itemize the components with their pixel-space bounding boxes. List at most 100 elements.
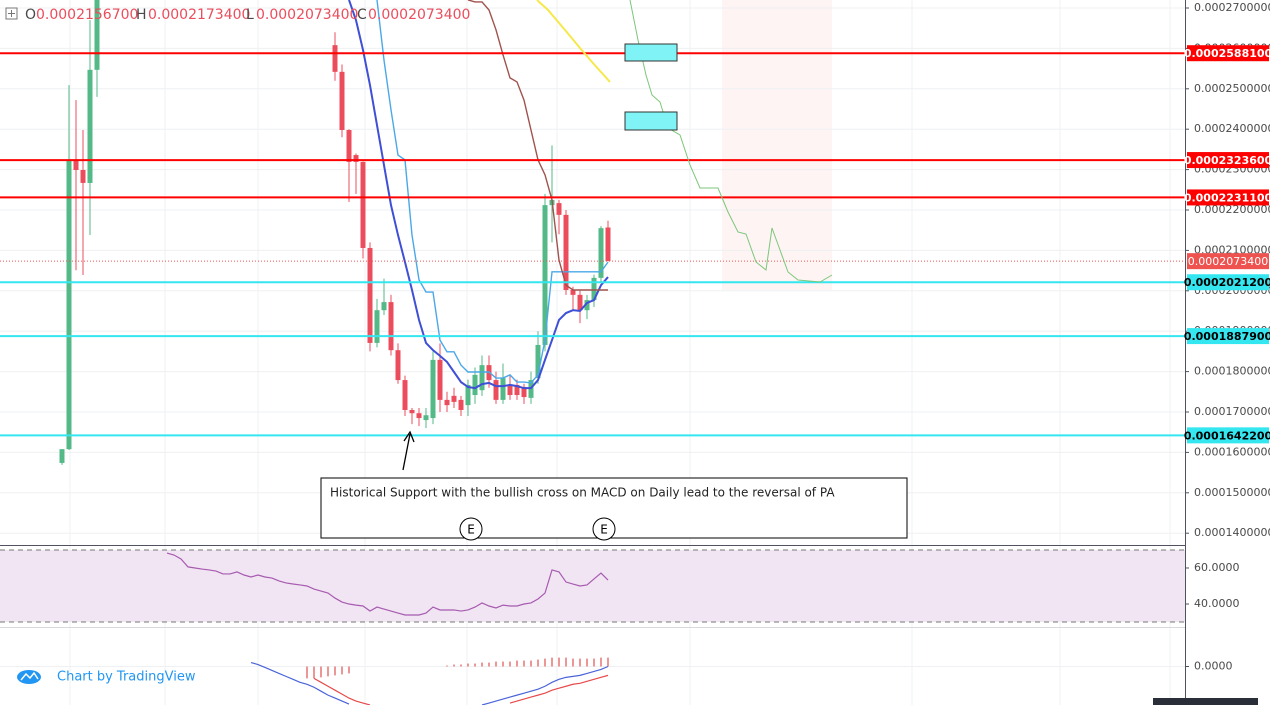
candle-body (514, 384, 520, 396)
macd-histogram-bar (348, 666, 350, 674)
y-tick-label: 0.0000 (1194, 660, 1233, 673)
macd-histogram-bar (334, 666, 336, 676)
candle-body (430, 359, 436, 419)
macd-pane (0, 657, 1185, 705)
macd-histogram-bar (474, 663, 476, 667)
level-label: 0.0001887900 (1184, 330, 1270, 343)
level-label-bg (1187, 328, 1269, 345)
candle-body (437, 359, 443, 400)
candle-body (367, 247, 373, 343)
target-box (624, 111, 678, 131)
y-tick-label: 60.0000 (1194, 561, 1240, 574)
candle-body (577, 294, 583, 311)
macd-histogram-bar (502, 661, 504, 667)
rsi-line (166, 552, 609, 616)
toolbar (1153, 698, 1258, 705)
macd-histogram-bar (607, 657, 609, 667)
tradingview-watermark[interactable]: Chart by TradingView (17, 670, 196, 685)
y-tick-label: 0.0001500000 (1194, 486, 1270, 499)
macd-histogram-bar (495, 661, 497, 667)
candle-body (493, 380, 499, 400)
level-label-bg (1187, 45, 1269, 62)
macd-histogram-bar (509, 661, 511, 667)
candle-body (66, 159, 72, 450)
macd-histogram-bar (537, 659, 539, 667)
rsi-pane (0, 549, 1185, 623)
moving-average (348, 0, 609, 390)
macd-histogram-bar (488, 662, 490, 667)
level-label-bg (1187, 189, 1269, 206)
candle-body (507, 384, 513, 396)
event-marker (459, 517, 483, 541)
candle-body (521, 386, 527, 398)
macd-line (313, 674, 609, 705)
candle-body (416, 413, 422, 419)
y-tick-label: 40.0000 (1194, 597, 1240, 610)
y-tick-label: 0.0002700000 (1194, 1, 1270, 14)
legend-key: C (357, 7, 367, 23)
macd-histogram-bar (558, 657, 560, 667)
candle-body (94, 0, 100, 70)
candle-body (535, 344, 541, 379)
annotation: Historical Support with the bullish cros… (330, 486, 835, 500)
candle-body (451, 395, 457, 402)
macd-histogram-bar (579, 658, 581, 667)
level-label-bg (1187, 152, 1269, 169)
macd-histogram-bar (320, 666, 322, 678)
candle-body (584, 300, 590, 311)
level-label-bg (1187, 427, 1269, 444)
candle-body (87, 69, 93, 183)
candle-body (458, 399, 464, 410)
candle-body (465, 384, 471, 406)
candle-body (598, 228, 604, 278)
arrow-head (403, 430, 415, 443)
level-label: 0.0002323600 (1184, 154, 1270, 167)
y-tick-label: 0.0001800000 (1194, 365, 1270, 378)
event-marker-label: E (467, 523, 475, 537)
macd-histogram-bar (523, 660, 525, 667)
macd-histogram-bar (306, 666, 308, 679)
macd-histogram-bar (572, 658, 574, 667)
legend-key: L (246, 7, 254, 23)
candle-body (591, 277, 597, 301)
candle-body (472, 374, 478, 396)
candle-body (59, 449, 65, 463)
candle-body (444, 399, 450, 406)
candle-body (374, 310, 380, 343)
candle-body (388, 302, 394, 351)
price-pane-background (722, 0, 832, 290)
candle-body (332, 45, 338, 72)
candle-body (556, 203, 562, 215)
rsi-band (0, 549, 1185, 623)
event-marker-label: E (600, 523, 608, 537)
candle-body (479, 365, 485, 391)
level-label: 0.0002231100 (1184, 191, 1270, 204)
moving-average (376, 0, 609, 384)
candle-body (360, 161, 366, 248)
macd-histogram-bar (341, 666, 343, 675)
y-tick-label: 0.0001700000 (1194, 405, 1270, 418)
macd-histogram-bar (593, 658, 595, 667)
candle-body (542, 205, 548, 345)
y-tick-label: 0.0002500000 (1194, 82, 1270, 95)
candle-body (80, 170, 86, 183)
macd-histogram-bar (313, 666, 315, 679)
last-price-label-bg (1187, 253, 1269, 270)
macd-line (250, 661, 609, 705)
macd-histogram-bar (600, 657, 602, 667)
candle-body (605, 227, 611, 262)
candle-body (402, 380, 408, 410)
legend-value: 0.0002073400 (256, 7, 358, 23)
macd-histogram-bar (460, 664, 462, 667)
legend-key: H (136, 7, 147, 23)
watermark-text[interactable]: Chart by TradingView (57, 670, 196, 685)
lagging-line (629, 0, 833, 283)
candle-body (423, 415, 429, 421)
level-label: 0.0002588100 (1184, 47, 1270, 60)
projection-line (536, 0, 611, 83)
candle-body (395, 350, 401, 381)
candle-body (346, 130, 352, 162)
macd-histogram-bar (551, 657, 553, 667)
legend-value: 0.0002073400 (368, 7, 470, 23)
